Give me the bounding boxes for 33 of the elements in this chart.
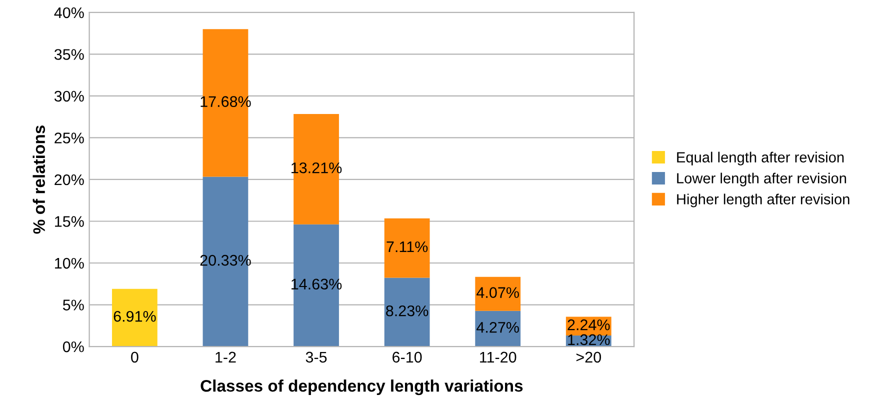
data-label: 20.33%: [200, 254, 251, 266]
data-label: 4.27%: [476, 322, 519, 333]
bar: [384, 278, 430, 347]
x-tick-label: 1-2: [216, 352, 236, 362]
y-tick-label: 0%: [62, 341, 84, 352]
bar: [475, 310, 521, 347]
x-axis-title: Classes of dependency length variations: [200, 380, 523, 396]
legend-label: Equal length after revision: [677, 152, 844, 166]
y-tick-label: 25%: [54, 132, 84, 144]
y-axis-title: % of relations: [32, 126, 46, 234]
x-tick-label: >20: [576, 352, 601, 363]
data-label: 2.24%: [568, 319, 610, 330]
data-label: 7.11%: [386, 241, 428, 252]
x-tick-label: 3-5: [306, 352, 327, 363]
x-tick-label: 11-20: [480, 352, 516, 363]
y-tick-label: 30%: [54, 90, 84, 102]
y-tick-label: 10%: [55, 258, 84, 269]
x-tick-label: 6-10: [392, 352, 422, 363]
y-tick-label: 40%: [54, 7, 84, 18]
y-tick-label: 15%: [55, 216, 84, 227]
x-tick-label: 0: [131, 352, 138, 363]
legend-label: Higher length after revision: [677, 194, 850, 208]
y-tick-label: 5%: [62, 300, 84, 310]
bar: [475, 276, 521, 311]
y-tick-label: 35%: [54, 49, 84, 60]
data-label: 4.07%: [476, 287, 519, 298]
legend-label: Lower length after revision: [677, 172, 846, 186]
bar: [384, 218, 430, 278]
y-tick-label: 20%: [54, 174, 84, 186]
data-label: 1.32%: [568, 334, 610, 346]
data-label: 8.23%: [386, 305, 428, 316]
bar: [112, 288, 158, 347]
data-label: 6.91%: [114, 310, 156, 322]
